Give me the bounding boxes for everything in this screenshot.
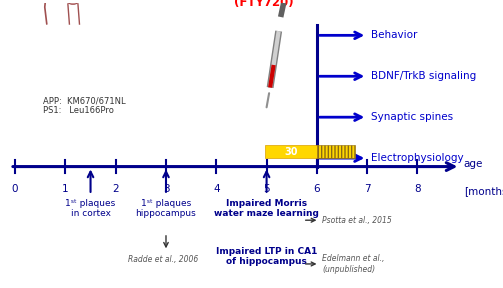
Text: Electrophysiology: Electrophysiology xyxy=(371,153,464,163)
Text: Impaired Morris
water maze learning: Impaired Morris water maze learning xyxy=(214,199,319,218)
Text: 6: 6 xyxy=(313,183,320,194)
Text: 3: 3 xyxy=(162,183,170,194)
Ellipse shape xyxy=(55,0,91,4)
Text: 5: 5 xyxy=(263,183,270,194)
Text: 1ˢᵗ plaques
hippocampus: 1ˢᵗ plaques hippocampus xyxy=(136,199,196,218)
Text: 1: 1 xyxy=(62,183,69,194)
Text: 30: 30 xyxy=(284,147,298,157)
Text: 1ˢᵗ plaques
in cortex: 1ˢᵗ plaques in cortex xyxy=(65,199,116,218)
Text: BDNF/TrkB signaling: BDNF/TrkB signaling xyxy=(371,71,476,81)
Text: 4: 4 xyxy=(213,183,220,194)
Text: 7: 7 xyxy=(364,183,371,194)
Text: APP:  KM670/671NL
PS1:   Leu166Pro: APP: KM670/671NL PS1: Leu166Pro xyxy=(43,96,125,115)
Text: Radde et al., 2006: Radde et al., 2006 xyxy=(128,255,199,264)
Text: Edelmann et al.,
(unpublished): Edelmann et al., (unpublished) xyxy=(322,254,384,274)
Text: Fingolimod
(FTY720): Fingolimod (FTY720) xyxy=(227,0,301,9)
Text: 2: 2 xyxy=(112,183,119,194)
Text: 8: 8 xyxy=(414,183,421,194)
Bar xyxy=(317,145,355,158)
Text: Synaptic spines: Synaptic spines xyxy=(371,112,453,122)
Text: [months]: [months] xyxy=(464,186,503,196)
Text: Behavior: Behavior xyxy=(371,30,417,40)
Text: 0: 0 xyxy=(12,183,18,194)
Bar xyxy=(265,145,317,158)
Text: age: age xyxy=(464,159,483,169)
Text: Psotta et al., 2015: Psotta et al., 2015 xyxy=(322,216,392,225)
Text: Impaired LTP in CA1
of hippocampus: Impaired LTP in CA1 of hippocampus xyxy=(216,247,317,266)
